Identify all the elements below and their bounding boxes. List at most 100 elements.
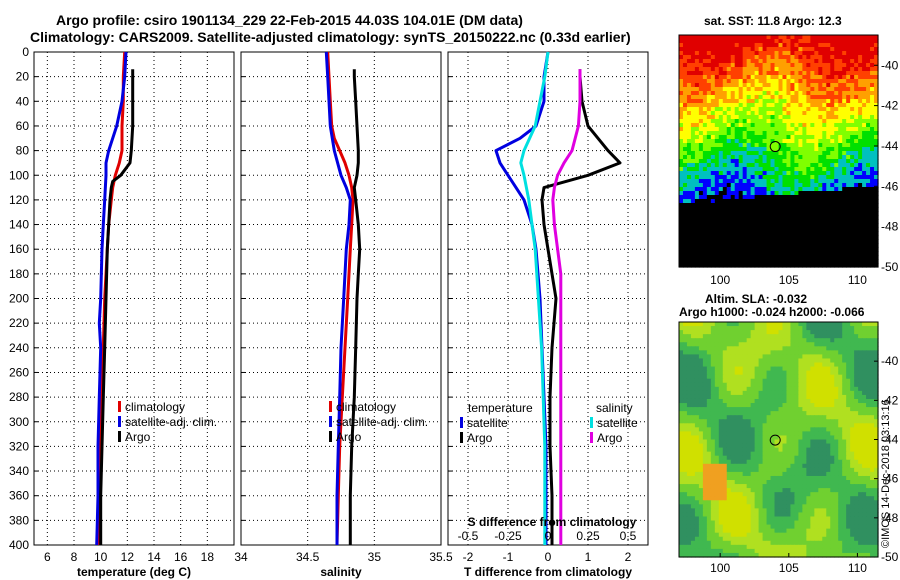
sla-cell (762, 378, 768, 384)
sst-cell (718, 119, 724, 124)
sst-cell (794, 63, 799, 68)
sst-cell (762, 183, 768, 188)
sst-cell (790, 55, 796, 60)
sla-cell (830, 342, 835, 347)
sla-cell (782, 390, 788, 396)
sst-cell (862, 79, 867, 84)
sst-cell (718, 171, 724, 176)
sla-cell (686, 382, 692, 388)
sla-cell (854, 334, 859, 339)
sla-cell (858, 411, 863, 416)
sst-cell (826, 199, 831, 204)
sla-cell (734, 350, 740, 356)
sst-cell (686, 255, 692, 260)
sst-cell (754, 147, 760, 152)
sst-cell (826, 91, 831, 96)
sst-cell (718, 187, 724, 192)
sla-cell (822, 423, 827, 428)
sst-cell (770, 115, 776, 120)
sla-cell (786, 427, 792, 432)
sla-cell (710, 370, 716, 376)
sla-cell (738, 378, 744, 384)
sst-cell (694, 55, 700, 60)
sst-cell (842, 211, 847, 216)
sst-cell (750, 207, 756, 212)
sla-cell (778, 374, 784, 380)
sst-cell (850, 135, 855, 140)
sla-cell (714, 423, 720, 428)
sla-cell (826, 463, 831, 469)
sst-cell (698, 103, 704, 108)
sst-cell (714, 215, 720, 220)
sst-cell (862, 179, 867, 184)
sst-cell (698, 235, 704, 240)
sst-cell (874, 67, 879, 72)
sst-cell (718, 131, 724, 136)
sst-cell (874, 79, 879, 84)
sst-cell (790, 219, 796, 224)
sst-cell (710, 103, 716, 108)
sst-cell (830, 139, 835, 144)
sst-cell (679, 43, 684, 48)
legend-swatch (118, 416, 121, 427)
sst-cell (858, 67, 863, 72)
sst-cell (814, 119, 819, 124)
sla-cell (866, 455, 871, 461)
sst-cell (750, 227, 756, 232)
sst-cell (766, 135, 772, 140)
sla-cell (810, 326, 815, 331)
sla-cell (682, 415, 688, 420)
sst-cell (766, 255, 772, 260)
sst-cell (814, 123, 819, 128)
sla-cell (866, 451, 871, 457)
sla-cell (770, 403, 776, 408)
sst-cell (818, 255, 823, 260)
sla-cell (870, 439, 875, 445)
sla-cell (790, 427, 796, 432)
sst-cell (750, 51, 756, 56)
sla-cell (706, 463, 712, 469)
sst-cell (798, 223, 803, 228)
sst-cell (854, 115, 859, 120)
sst-cell (798, 135, 803, 140)
sla-cell (798, 467, 803, 473)
x-tick-label: 2 (625, 550, 632, 564)
sst-cell (814, 215, 819, 220)
sst-cell (830, 75, 835, 80)
sst-cell (846, 95, 851, 100)
sst-cell (854, 247, 859, 252)
sst-cell (750, 35, 756, 40)
sst-cell (774, 235, 780, 240)
sst-cell (778, 179, 784, 184)
sla-cell (830, 326, 835, 331)
sla-cell (758, 398, 764, 404)
sst-cell (778, 59, 784, 64)
sst-cell (846, 243, 851, 248)
sst-cell (818, 235, 823, 240)
sst-cell (746, 83, 752, 88)
sst-cell (806, 59, 811, 64)
sla-cell (874, 427, 879, 432)
sla-cell (706, 378, 712, 384)
sla-cell (742, 326, 748, 331)
sla-cell (698, 382, 704, 388)
sla-cell (818, 463, 823, 469)
sst-cell (718, 239, 724, 244)
sst-cell (710, 99, 716, 104)
sst-cell (842, 151, 847, 156)
sst-cell (714, 239, 720, 244)
sla-cell (726, 439, 732, 445)
sla-cell (834, 366, 839, 372)
sst-cell (782, 71, 788, 76)
sla-cell (814, 342, 819, 347)
sst-cell (786, 243, 792, 248)
sst-cell (802, 67, 807, 72)
sla-cell (814, 427, 819, 432)
sst-cell (702, 55, 708, 60)
sla-cell (818, 342, 823, 347)
sla-cell (746, 427, 752, 432)
x-tick-label: 10 (94, 550, 108, 564)
sst-cell (822, 139, 827, 144)
sla-cell (794, 334, 799, 339)
